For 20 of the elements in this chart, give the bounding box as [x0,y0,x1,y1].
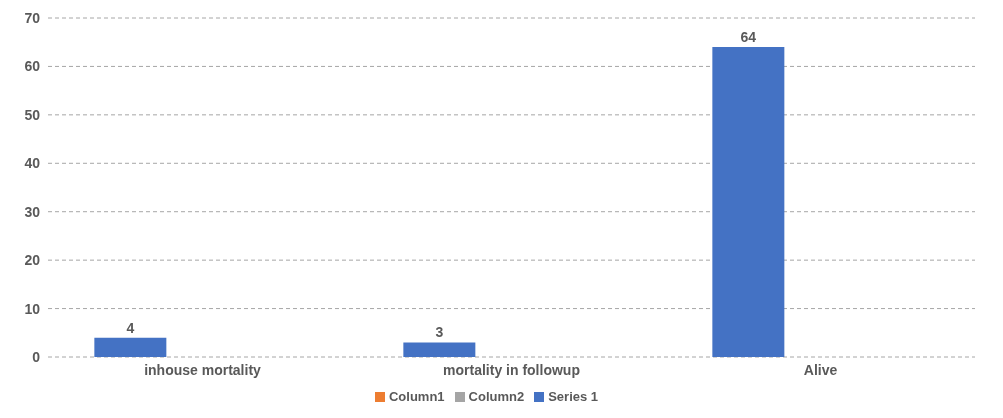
legend-label: Column1 [388,389,445,404]
data-label: 64 [740,29,757,46]
y-tick-label: 20 [24,252,41,269]
data-label: 4 [126,319,135,336]
bar [403,342,476,357]
legend-label: Series 1 [548,389,599,404]
data-label: 3 [435,324,444,341]
x-tick-label: Alive [803,361,838,378]
y-tick-label: 50 [24,106,41,123]
y-tick-label: 0 [32,348,41,365]
legend-label: Column2 [468,389,525,404]
y-tick-label: 60 [24,58,41,75]
x-tick-label: inhouse mortality [144,361,262,378]
bar [712,47,785,357]
y-tick-label: 70 [24,9,41,26]
x-tick-label: mortality in followup [443,361,580,378]
bar [94,337,167,357]
y-tick-label: 10 [24,300,41,317]
y-tick-label: 30 [24,203,41,220]
y-tick-label: 40 [24,155,41,172]
